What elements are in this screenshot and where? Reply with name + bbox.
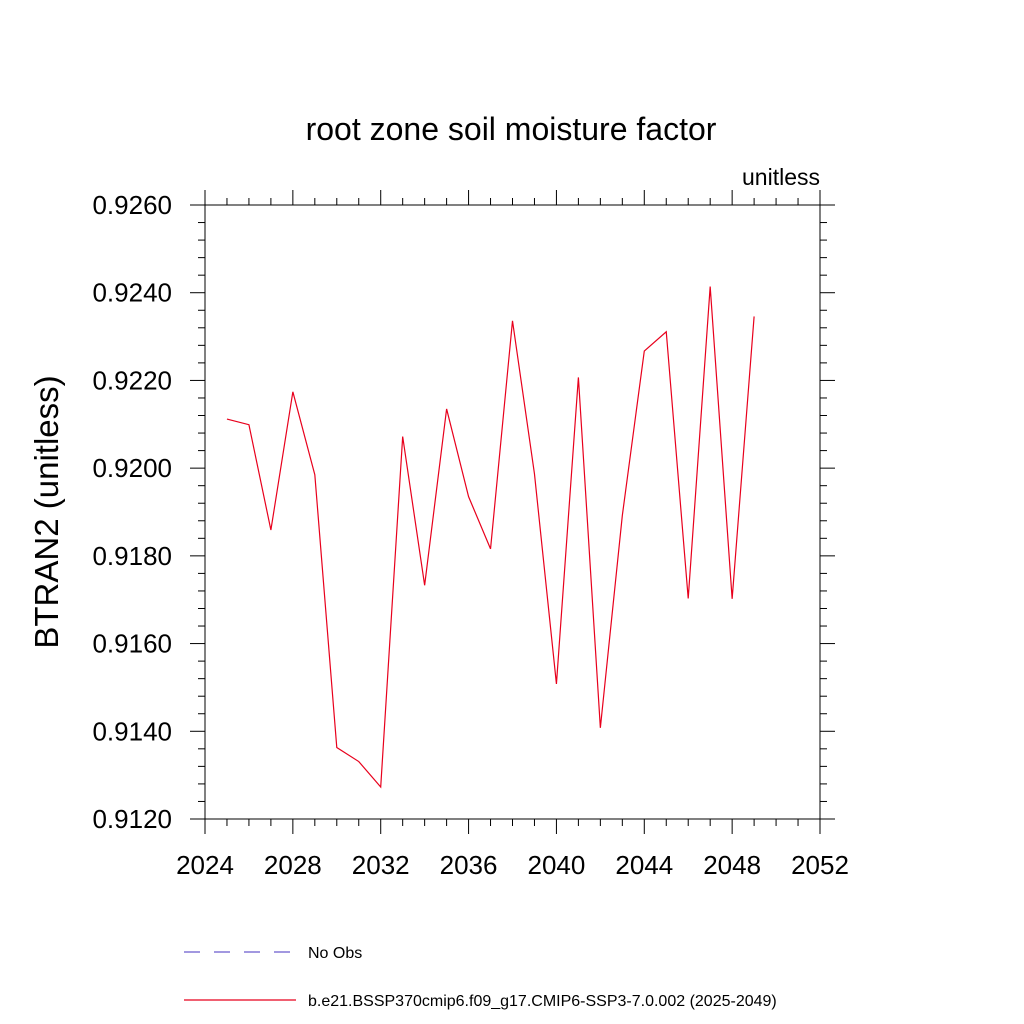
axis-ticks <box>190 190 835 834</box>
x-tick-label: 2040 <box>528 850 586 880</box>
y-tick-label: 0.9220 <box>92 365 172 395</box>
y-axis-label: BTRAN2 (unitless) <box>28 375 65 648</box>
x-tick-label: 2032 <box>352 850 410 880</box>
series-line <box>226 286 755 789</box>
legend-label: b.e21.BSSP370cmip6.f09_g17.CMIP6-SSP3-7.… <box>308 993 777 1010</box>
x-tick-label: 2024 <box>176 850 234 880</box>
y-tick-labels: 0.9120 0.9140 0.9160 0.9180 0.9200 0.9220 0.92… <box>92 190 172 834</box>
y-tick-label: 0.9200 <box>92 453 172 483</box>
x-tick-label: 2052 <box>791 850 849 880</box>
y-tick-label: 0.9120 <box>92 804 172 834</box>
series-group <box>226 286 755 789</box>
chart-title: root zone soil moisture factor <box>306 111 717 147</box>
x-tick-label: 2028 <box>264 850 322 880</box>
y-tick-label: 0.9140 <box>92 716 172 746</box>
x-tick-label: 2044 <box>615 850 673 880</box>
legend: No Obs b.e21.BSSP370cmip6.f09_g17.CMIP6-S… <box>184 945 777 1010</box>
y-tick-label: 0.9260 <box>92 190 172 220</box>
legend-label: No Obs <box>308 945 362 962</box>
units-label: unitless <box>742 164 820 190</box>
x-tick-label: 2036 <box>440 850 498 880</box>
y-tick-label: 0.9180 <box>92 541 172 571</box>
plot-frame <box>204 204 821 820</box>
x-tick-label: 2048 <box>703 850 761 880</box>
y-tick-label: 0.9160 <box>92 629 172 659</box>
y-tick-label: 0.9240 <box>92 278 172 308</box>
x-tick-labels: 2024 2028 2032 2036 2040 2044 2048 2052 <box>176 850 849 880</box>
